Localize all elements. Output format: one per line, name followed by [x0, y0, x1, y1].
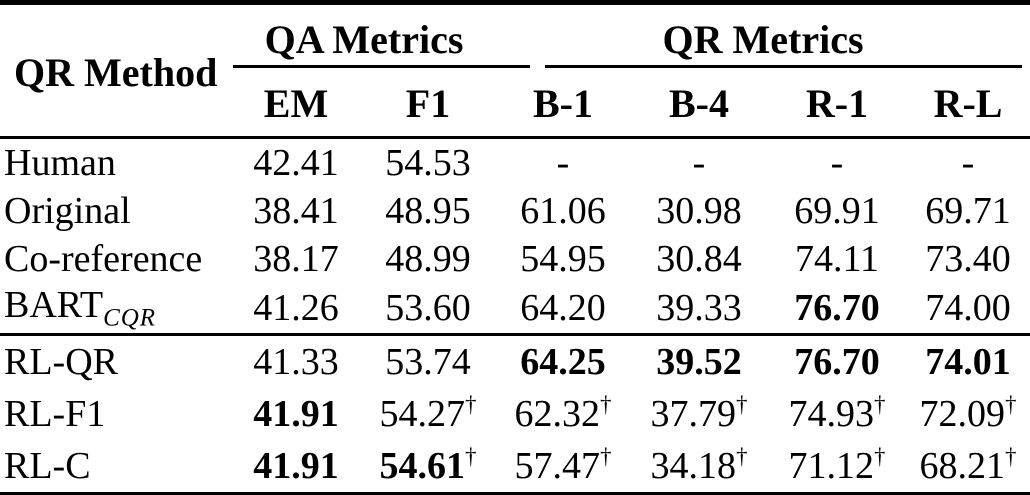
table-body: Human 42.41 54.53 - - - - Original 38.41 48.95 61.…	[0, 138, 1030, 495]
qa-metrics-rule	[233, 65, 530, 68]
metric-value: 72.09†	[919, 391, 1017, 435]
metric-value: 69.91	[794, 190, 880, 232]
metric-value: 34.18†	[650, 443, 748, 487]
dagger-mark: †	[1005, 443, 1017, 469]
dagger-mark: †	[874, 391, 886, 417]
column-header-em: EM	[232, 70, 360, 139]
table-row: RL-C 41.91 54.61† 57.47† 34.18† 71.12† 68.21†	[0, 440, 1030, 495]
row-label: RL-F1	[4, 392, 106, 435]
metric-value: -	[556, 142, 570, 184]
row-label-subscript: CQR	[103, 304, 157, 332]
metric-value: 76.70	[794, 286, 880, 329]
metric-value: 54.61†	[379, 443, 477, 487]
metric-value: 64.25	[496, 332, 630, 388]
row-label: Co-reference	[4, 238, 203, 280]
qr-metrics-group-header: QR Metrics	[662, 17, 864, 62]
qr-metrics-rule	[545, 65, 1022, 68]
metric-value: 30.84	[656, 238, 742, 280]
column-header-r-l: R-L	[906, 70, 1030, 139]
metric-value: 62.32†	[514, 391, 612, 435]
metric-value: 64.20	[520, 286, 606, 329]
metric-value: 74.00	[925, 286, 1011, 329]
column-header-r-1: R-1	[768, 70, 906, 139]
metric-value: 42.41	[253, 142, 339, 184]
metric-value: 41.26	[253, 286, 339, 329]
metric-value: 74.11	[794, 238, 880, 280]
metric-value: -	[692, 142, 706, 184]
column-header-f1: F1	[360, 70, 496, 139]
metric-value: 39.33	[656, 286, 742, 329]
metric-value: 41.91	[253, 444, 339, 487]
metric-value: 71.12†	[788, 443, 886, 487]
dagger-mark: †	[465, 391, 477, 417]
metric-value: 30.98	[656, 190, 742, 232]
column-header-b-4: B-4	[630, 70, 768, 139]
metric-value: 54.95	[520, 238, 606, 280]
row-label: BARTCQR	[4, 284, 157, 332]
qa-metrics-group-header: QA Metrics	[264, 17, 464, 62]
table-row: RL-QR 41.33 53.74 64.25 39.52 76.70 74.01	[0, 332, 1030, 388]
metric-value: 74.01	[906, 332, 1030, 388]
metric-value: 41.33	[232, 332, 360, 388]
metric-value: 41.91	[253, 392, 339, 435]
metric-value: 38.17	[253, 238, 339, 280]
row-label: Original	[4, 190, 131, 232]
row-label: RL-C	[4, 444, 91, 487]
metric-value: 69.71	[925, 190, 1011, 232]
dagger-mark: †	[600, 391, 612, 417]
metric-value: 38.41	[253, 190, 339, 232]
metric-value: 39.52	[630, 332, 768, 388]
table-header: QR Method QA Metrics QR Metrics EM F1 B-1 B…	[0, 2, 1030, 139]
row-label: RL-QR	[0, 332, 232, 388]
table-row: BARTCQR 41.26 53.60 64.20 39.33 76.70 74.00	[0, 283, 1030, 334]
dagger-mark: †	[600, 443, 612, 469]
metric-value: 54.53	[385, 142, 471, 184]
metric-value: 57.47†	[514, 443, 612, 487]
metric-value: -	[961, 142, 975, 184]
table-row: Co-reference 38.17 48.99 54.95 30.84 74.11 73.…	[0, 235, 1030, 283]
metric-value: 53.60	[385, 286, 471, 329]
dagger-mark: †	[736, 443, 748, 469]
dagger-mark: †	[874, 443, 886, 469]
column-header-row: EM F1 B-1 B-4 R-1 R-L	[0, 70, 1030, 139]
metric-value: 61.06	[520, 190, 606, 232]
metric-value: 73.40	[925, 238, 1011, 280]
method-column-header: QR Method	[0, 2, 232, 139]
metric-value: 54.27†	[379, 391, 477, 435]
metric-value: 68.21†	[919, 443, 1017, 487]
metric-value: 53.74	[360, 332, 496, 388]
metric-value: 37.79†	[650, 391, 748, 435]
dagger-mark: †	[1005, 391, 1017, 417]
metric-value: 48.99	[385, 238, 471, 280]
metric-value: 48.95	[385, 190, 471, 232]
table-row: Human 42.41 54.53 - - - -	[0, 138, 1030, 188]
dagger-mark: †	[736, 391, 748, 417]
dagger-mark: †	[465, 443, 477, 469]
table-row: Original 38.41 48.95 61.06 30.98 69.91 69.71	[0, 187, 1030, 235]
group-header-row: QR Method QA Metrics QR Metrics	[0, 2, 1030, 139]
column-header-b-1: B-1	[496, 70, 630, 139]
metric-value: 76.70	[768, 332, 906, 388]
row-label: Human	[4, 142, 116, 184]
table-row: RL-F1 41.91 54.27† 62.32† 37.79† 74.93† 72.09†	[0, 388, 1030, 440]
metric-value: -	[830, 142, 844, 184]
metric-value: 74.93†	[788, 391, 886, 435]
